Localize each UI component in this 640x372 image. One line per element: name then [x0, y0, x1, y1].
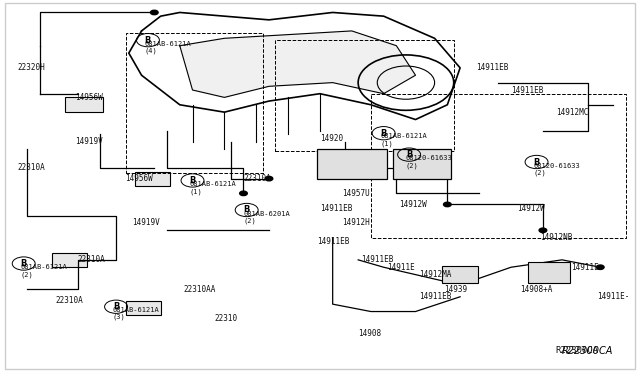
Text: 081AB-6121A
(3): 081AB-6121A (3): [113, 307, 159, 320]
Polygon shape: [180, 31, 415, 97]
Text: 081AB-6121A
(1): 081AB-6121A (1): [189, 181, 236, 195]
Text: B: B: [243, 205, 250, 215]
FancyBboxPatch shape: [442, 266, 478, 283]
FancyBboxPatch shape: [393, 149, 451, 179]
Text: 14957U: 14957U: [342, 189, 370, 198]
FancyBboxPatch shape: [65, 97, 103, 112]
Text: 14911EB: 14911EB: [362, 255, 394, 264]
Text: B: B: [533, 157, 540, 167]
FancyBboxPatch shape: [135, 172, 170, 186]
Text: 14912MC: 14912MC: [556, 108, 588, 117]
Text: 14911EB: 14911EB: [511, 86, 543, 94]
Text: B: B: [113, 302, 119, 311]
Text: 14911EB: 14911EB: [419, 292, 451, 301]
Text: 14911E-: 14911E-: [597, 292, 630, 301]
Text: 14920: 14920: [320, 134, 343, 142]
Text: 14912MA: 14912MA: [419, 270, 451, 279]
Text: 14911EB: 14911EB: [317, 237, 349, 246]
Text: 14939: 14939: [444, 285, 467, 294]
Text: 081AB-6121A
(2): 081AB-6121A (2): [20, 264, 67, 278]
Circle shape: [239, 191, 247, 196]
Text: 22310A: 22310A: [56, 296, 83, 305]
Text: B: B: [189, 176, 196, 185]
Text: 081AB-6201A
(2): 081AB-6201A (2): [243, 211, 290, 224]
Text: 14911EB: 14911EB: [476, 63, 508, 72]
Text: 14911EB: 14911EB: [320, 203, 352, 213]
Text: 14919V: 14919V: [132, 218, 160, 227]
Text: 14919V: 14919V: [75, 137, 102, 146]
FancyBboxPatch shape: [528, 262, 570, 283]
Text: 14908: 14908: [358, 329, 381, 338]
Text: B: B: [406, 150, 412, 159]
FancyBboxPatch shape: [52, 253, 88, 267]
Text: 081AB-6121A
(1): 081AB-6121A (1): [380, 133, 428, 147]
Text: 14956W: 14956W: [125, 174, 154, 183]
Text: 08120-61633
(2): 08120-61633 (2): [533, 163, 580, 176]
Text: 14908+A: 14908+A: [520, 285, 553, 294]
Circle shape: [150, 10, 158, 15]
Text: 081AB-6121A
(4): 081AB-6121A (4): [145, 41, 191, 54]
Text: 22310A: 22310A: [17, 163, 45, 172]
Text: R22300CA: R22300CA: [562, 346, 613, 356]
Text: R22300CA: R22300CA: [556, 346, 598, 355]
Text: B: B: [20, 259, 27, 268]
Text: 14911E: 14911E: [572, 263, 599, 272]
Text: 22310AA: 22310AA: [183, 285, 215, 294]
Text: B: B: [145, 36, 151, 45]
Circle shape: [539, 228, 547, 232]
Text: 22310A: 22310A: [78, 255, 106, 264]
Circle shape: [596, 265, 604, 269]
Text: 14956W: 14956W: [75, 93, 102, 102]
Text: 22310A: 22310A: [243, 174, 271, 183]
Text: 14911E: 14911E: [387, 263, 415, 272]
Text: 14912H: 14912H: [342, 218, 370, 227]
Text: 22310: 22310: [215, 314, 238, 323]
Text: 22320H: 22320H: [17, 63, 45, 72]
Text: 14912NB: 14912NB: [540, 233, 572, 242]
FancyBboxPatch shape: [317, 149, 387, 179]
Text: B: B: [380, 129, 387, 138]
Text: 14912W: 14912W: [399, 200, 428, 209]
FancyBboxPatch shape: [125, 301, 161, 315]
Circle shape: [444, 202, 451, 207]
Circle shape: [265, 176, 273, 181]
Text: 14912W: 14912W: [517, 203, 545, 213]
Text: 08120-61633
(2): 08120-61633 (2): [406, 155, 452, 169]
